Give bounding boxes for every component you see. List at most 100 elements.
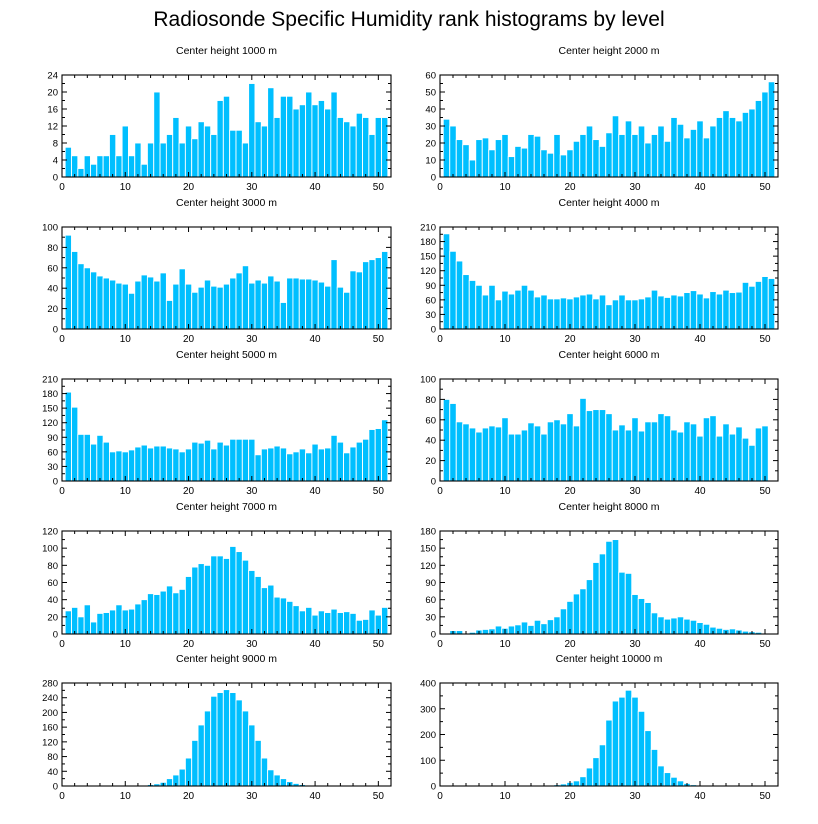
x-tick-label: 30 — [629, 334, 641, 345]
bar — [624, 120, 633, 178]
bar — [494, 299, 503, 330]
bar — [663, 415, 672, 482]
bar — [71, 251, 79, 330]
bar — [676, 295, 685, 330]
y-tick-label: 30 — [425, 310, 436, 321]
x-tick-label: 50 — [373, 486, 385, 497]
y-tick-label: 16 — [47, 105, 58, 116]
y-tick-label: 100 — [42, 223, 58, 234]
bar — [481, 427, 490, 482]
x-tick-label: 10 — [499, 334, 511, 345]
x-tick-label: 40 — [694, 791, 706, 802]
bar — [203, 279, 212, 330]
bar — [605, 540, 613, 635]
bar — [64, 234, 72, 330]
x-tick-label: 50 — [759, 639, 771, 650]
bar — [203, 439, 212, 482]
bar — [735, 120, 743, 178]
bar — [241, 710, 250, 787]
bar — [598, 553, 607, 635]
bar — [362, 438, 370, 482]
bar — [553, 134, 561, 178]
x-tick-label: 20 — [564, 486, 576, 497]
y-tick-label: 120 — [420, 266, 436, 277]
bar — [222, 283, 231, 330]
bar — [702, 297, 711, 330]
bar — [644, 142, 652, 178]
bar — [368, 609, 376, 635]
bar — [317, 281, 326, 330]
bar — [455, 260, 464, 330]
bar — [216, 286, 224, 330]
bar — [683, 292, 691, 330]
bar — [611, 539, 620, 635]
bar — [90, 271, 98, 330]
bar — [637, 598, 646, 635]
bar — [222, 689, 231, 787]
bar — [546, 421, 555, 482]
bar — [267, 769, 275, 787]
bar — [305, 606, 313, 635]
panel-title: Center height 2000 m — [559, 45, 660, 57]
bar — [728, 628, 737, 635]
bar — [203, 564, 212, 635]
y-tick-label: 120 — [42, 737, 58, 748]
bar — [624, 429, 633, 482]
bar — [267, 275, 275, 330]
bar — [286, 95, 294, 178]
bars — [442, 81, 776, 178]
x-tick-label: 50 — [373, 182, 385, 193]
bar — [77, 433, 85, 482]
bar — [618, 134, 626, 178]
bars — [553, 689, 704, 787]
bar — [514, 433, 522, 482]
bar — [108, 609, 117, 635]
x-tick-label: 40 — [694, 182, 706, 193]
bar — [520, 621, 529, 635]
bar — [165, 447, 174, 482]
histogram-panel-9: Center height 9000 m 0 10 20 30 40 50 0 40 80 120 1… — [42, 653, 392, 802]
bar — [449, 125, 457, 178]
y-tick-label: 40 — [47, 767, 58, 778]
x-tick-label: 10 — [499, 639, 511, 650]
x-tick-label: 50 — [759, 486, 771, 497]
bar — [115, 450, 123, 482]
bar — [709, 291, 717, 330]
bar — [71, 606, 79, 635]
bar — [229, 692, 237, 787]
x-tick-label: 20 — [183, 182, 195, 193]
bar — [90, 163, 98, 178]
bar — [279, 597, 288, 635]
bar — [330, 434, 338, 482]
x-tick-label: 0 — [59, 639, 65, 650]
y-tick-label: 20 — [425, 456, 436, 467]
bar — [355, 619, 363, 635]
y-tick-label: 12 — [47, 122, 58, 133]
bar — [279, 95, 288, 178]
bar — [488, 425, 496, 482]
x-tick-label: 0 — [437, 182, 443, 193]
bar — [96, 275, 104, 330]
bar — [650, 134, 659, 178]
x-tick-label: 20 — [183, 486, 195, 497]
bar — [248, 570, 256, 635]
bar — [127, 292, 136, 330]
bar — [102, 155, 110, 178]
bar — [254, 121, 262, 178]
bar — [254, 576, 262, 635]
bar — [273, 596, 281, 635]
bar — [585, 767, 594, 787]
bar — [644, 296, 652, 330]
bar — [324, 108, 332, 178]
bar — [146, 593, 155, 635]
bar — [71, 155, 79, 178]
bar — [637, 710, 646, 787]
bar — [64, 610, 72, 635]
bar — [260, 282, 269, 330]
x-tick-label: 20 — [564, 182, 576, 193]
bar — [592, 298, 600, 330]
bar — [248, 83, 256, 178]
bar — [191, 739, 199, 787]
panel-title: Center height 5000 m — [176, 349, 277, 361]
bar — [748, 444, 756, 482]
